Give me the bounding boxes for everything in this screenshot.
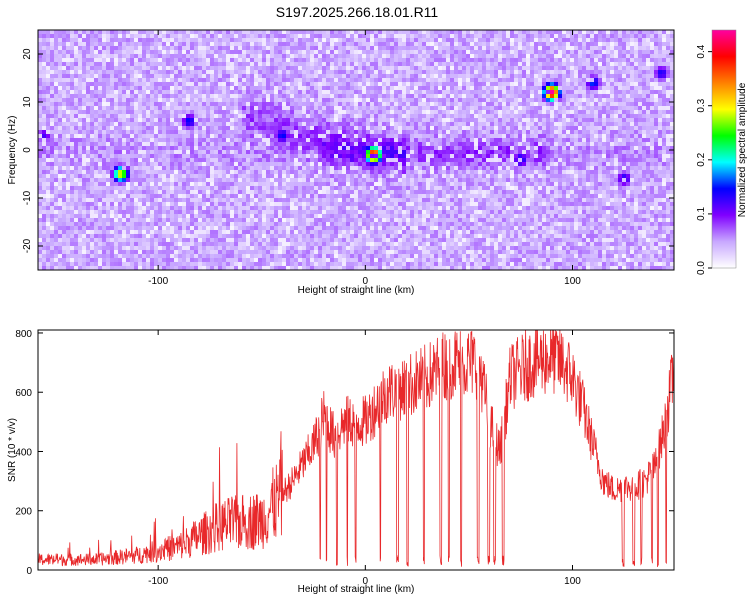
snr-series-line: [38, 330, 674, 567]
snr-ytick-label: 600: [15, 388, 32, 399]
spectrogram-y-label: Frequency (Hz): [7, 116, 18, 185]
snr-ytick-label: 0: [26, 566, 32, 577]
chart-title: S197.2025.266.18.01.R11: [276, 4, 439, 20]
spectrogram-xtick-label: -100: [148, 276, 168, 287]
snr-xtick-label: -100: [148, 576, 168, 587]
colorbar-label: Normalized spectral amplitude: [737, 82, 748, 217]
colorbar: [712, 30, 736, 268]
spectrogram-ytick-label: -20: [22, 238, 33, 253]
colorbar-tick-label: 0.4: [696, 44, 707, 58]
spectrogram-ytick-label: 10: [22, 96, 33, 108]
snr-xtick-label: 100: [564, 576, 581, 587]
colorbar-tick-label: 0.1: [696, 207, 707, 221]
spectrogram-ytick-label: 20: [22, 48, 33, 60]
spectrogram-xtick-label: 100: [564, 276, 581, 287]
snr-ytick-label: 200: [15, 507, 32, 518]
spectrogram-ytick-label: 0: [22, 147, 33, 153]
snr-ytick-label: 800: [15, 329, 32, 340]
heatmap-cells: [38, 30, 674, 270]
snr-y-label: SNR (10 * v/v): [7, 418, 18, 482]
snr-x-label: Height of straight line (km): [298, 584, 415, 595]
colorbar-ticks: 0.0 0.1 0.2 0.3 0.4: [696, 44, 712, 275]
colorbar-tick-label: 0.3: [696, 98, 707, 112]
spectrogram-ytick-label: -10: [22, 190, 33, 205]
colorbar-tick-label: 0.2: [696, 152, 707, 166]
spectrogram-x-label: Height of straight line (km): [298, 285, 415, 296]
colorbar-tick-label: 0.0: [696, 261, 707, 275]
